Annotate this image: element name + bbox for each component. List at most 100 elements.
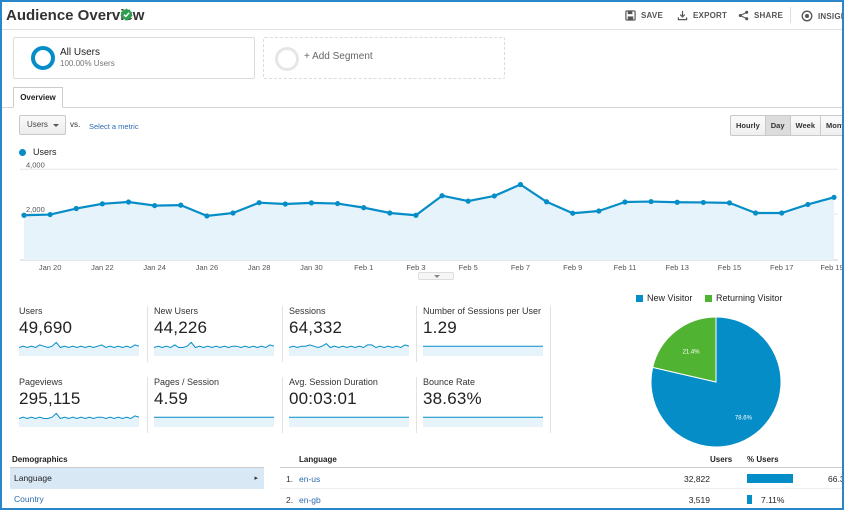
segment-name: All Users bbox=[60, 47, 101, 58]
metric-value: 295,115 bbox=[19, 389, 81, 408]
metric-label: Pages / Session bbox=[154, 377, 220, 387]
language-link[interactable]: en-gb bbox=[299, 495, 321, 505]
granularity-month-button[interactable]: Month bbox=[821, 116, 842, 135]
export-icon bbox=[677, 10, 688, 21]
toolbar-divider bbox=[790, 7, 791, 23]
granularity-day-button[interactable]: Day bbox=[765, 116, 791, 135]
granularity-week-button[interactable]: Week bbox=[790, 116, 821, 135]
users-data-point bbox=[178, 202, 184, 208]
demographics-item-label: Country bbox=[14, 494, 44, 504]
metric-label: Number of Sessions per User bbox=[423, 306, 542, 316]
users-data-point bbox=[387, 210, 393, 216]
x-tick-label: Feb 11 bbox=[614, 263, 637, 272]
sparkline-area bbox=[289, 417, 409, 427]
users-data-point bbox=[805, 201, 811, 208]
sparkline-area bbox=[19, 342, 139, 356]
export-label: EXPORT bbox=[693, 11, 728, 20]
row-index: 1. bbox=[286, 474, 294, 484]
users-data-point bbox=[648, 198, 654, 205]
metric-divider bbox=[147, 306, 148, 362]
x-tick-label: Feb 7 bbox=[511, 263, 530, 272]
share-button[interactable]: SHARE bbox=[738, 10, 783, 21]
sparkline-area bbox=[19, 413, 139, 427]
add-segment-label: + Add Segment bbox=[304, 51, 373, 62]
metric-value: 44,226 bbox=[154, 318, 208, 337]
table-row: 2. en-gb 3,519 7.11% bbox=[280, 489, 842, 508]
x-tick-label: Feb 13 bbox=[666, 263, 689, 272]
tab-overview[interactable]: Overview bbox=[13, 87, 63, 108]
pct-users-column-header[interactable]: % Users bbox=[747, 455, 779, 464]
demographics-item-country[interactable]: Country bbox=[10, 489, 264, 508]
top-bar: Audience Overview SAVE EXPORT bbox=[2, 2, 842, 30]
x-tick-label: Feb 19 bbox=[820, 263, 842, 272]
metric-sparkline bbox=[423, 416, 543, 427]
metric-label: Users bbox=[19, 306, 43, 316]
segment-all-users[interactable]: All Users 100.00% Users bbox=[13, 37, 255, 79]
x-tick-label: Feb 15 bbox=[718, 263, 741, 272]
metric-divider bbox=[550, 306, 551, 433]
chart-resize-handle[interactable] bbox=[418, 272, 454, 280]
add-segment-button[interactable]: + Add Segment bbox=[263, 37, 505, 79]
metric-sparkline bbox=[289, 416, 409, 427]
users-data-point bbox=[596, 208, 602, 214]
language-table-divider bbox=[280, 467, 842, 468]
visitor-pie-chart: 78.6% 21.4% bbox=[650, 316, 782, 448]
metric-divider bbox=[147, 377, 148, 433]
granularity-hourly-button[interactable]: Hourly bbox=[731, 116, 766, 135]
metric-dropdown[interactable]: Users bbox=[19, 115, 66, 135]
x-tick-label: Jan 24 bbox=[143, 263, 166, 272]
users-data-point bbox=[47, 211, 53, 218]
share-icon bbox=[738, 10, 749, 21]
metric-card[interactable]: Number of Sessions per User 1.29 bbox=[423, 306, 551, 370]
metric-sparkline bbox=[19, 341, 139, 356]
metric-value: 49,690 bbox=[19, 318, 73, 337]
select-metric-link[interactable]: Select a metric bbox=[89, 122, 139, 131]
metric-label: Bounce Rate bbox=[423, 377, 476, 387]
metric-dropdown-value: Users bbox=[27, 120, 48, 129]
users-column-header[interactable]: Users bbox=[710, 455, 733, 464]
row-users: 3,519 bbox=[688, 495, 710, 505]
metric-card[interactable]: New Users 44,226 bbox=[154, 306, 282, 370]
users-data-point bbox=[230, 210, 236, 216]
language-link[interactable]: en-us bbox=[299, 474, 321, 484]
new-visitor-slice bbox=[650, 316, 782, 448]
users-data-point bbox=[674, 199, 680, 205]
metric-card[interactable]: Sessions 64,332 bbox=[289, 306, 417, 370]
insights-button[interactable]: INSIGH bbox=[801, 10, 842, 22]
users-data-point bbox=[543, 199, 550, 205]
x-tick-label: Jan 30 bbox=[300, 263, 323, 272]
demographics-item-language[interactable]: Language ▸ bbox=[10, 468, 264, 489]
row-index: 2. bbox=[286, 495, 294, 505]
metric-value: 1.29 bbox=[423, 318, 457, 337]
metric-divider bbox=[282, 306, 283, 362]
x-tick-label: Feb 3 bbox=[406, 263, 425, 272]
metric-sparkline bbox=[154, 416, 274, 427]
users-data-point bbox=[517, 181, 524, 188]
users-data-point bbox=[204, 213, 210, 219]
users-data-point bbox=[334, 200, 341, 207]
pie-legend-label: Returning Visitor bbox=[716, 293, 783, 303]
metric-card[interactable]: Avg. Session Duration 00:03:01 bbox=[289, 377, 417, 441]
metric-value: 00:03:01 bbox=[289, 389, 357, 408]
metric-sparkline bbox=[19, 412, 139, 427]
returning-visitor-swatch bbox=[705, 294, 712, 302]
metric-divider bbox=[416, 377, 417, 433]
users-legend-swatch bbox=[19, 149, 26, 156]
users-legend-label: Users bbox=[33, 147, 57, 157]
x-tick-label: Feb 5 bbox=[459, 263, 478, 272]
metric-card[interactable]: Pages / Session 4.59 bbox=[154, 377, 282, 441]
users-data-point bbox=[700, 199, 706, 206]
metric-card[interactable]: Pageviews 295,115 bbox=[19, 377, 147, 441]
language-column-header[interactable]: Language bbox=[299, 455, 337, 464]
sparkline-area bbox=[154, 417, 274, 427]
export-button[interactable]: EXPORT bbox=[677, 10, 727, 21]
metric-divider bbox=[282, 377, 283, 433]
segment-percentage: 100.00% Users bbox=[60, 59, 115, 68]
sparkline-line bbox=[19, 412, 139, 420]
save-button[interactable]: SAVE bbox=[625, 10, 663, 21]
sparkline-line bbox=[19, 341, 139, 349]
metric-card[interactable]: Users 49,690 bbox=[19, 306, 147, 370]
pct-users-bar bbox=[747, 495, 752, 504]
y-tick-label: 4,000 bbox=[26, 162, 45, 169]
metric-card[interactable]: Bounce Rate 38.63% bbox=[423, 377, 551, 441]
